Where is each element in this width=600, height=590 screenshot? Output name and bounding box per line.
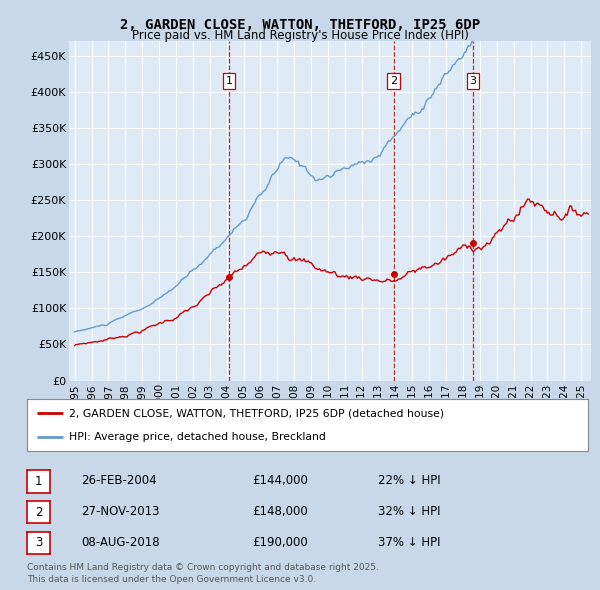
- Text: HPI: Average price, detached house, Breckland: HPI: Average price, detached house, Brec…: [69, 432, 326, 442]
- Text: £144,000: £144,000: [252, 474, 308, 487]
- Text: 2, GARDEN CLOSE, WATTON, THETFORD, IP25 6DP: 2, GARDEN CLOSE, WATTON, THETFORD, IP25 …: [120, 18, 480, 32]
- Text: 26-FEB-2004: 26-FEB-2004: [81, 474, 157, 487]
- Text: 2: 2: [390, 76, 397, 86]
- Text: 1: 1: [226, 76, 233, 86]
- Text: 3: 3: [35, 536, 42, 549]
- Text: 22% ↓ HPI: 22% ↓ HPI: [378, 474, 440, 487]
- Text: Contains HM Land Registry data © Crown copyright and database right 2025.
This d: Contains HM Land Registry data © Crown c…: [27, 563, 379, 584]
- Text: 1: 1: [35, 475, 42, 488]
- Text: Price paid vs. HM Land Registry's House Price Index (HPI): Price paid vs. HM Land Registry's House …: [131, 30, 469, 42]
- Text: 08-AUG-2018: 08-AUG-2018: [81, 536, 160, 549]
- Text: 2: 2: [35, 506, 42, 519]
- Text: 2, GARDEN CLOSE, WATTON, THETFORD, IP25 6DP (detached house): 2, GARDEN CLOSE, WATTON, THETFORD, IP25 …: [69, 408, 444, 418]
- Text: £148,000: £148,000: [252, 505, 308, 518]
- Text: 37% ↓ HPI: 37% ↓ HPI: [378, 536, 440, 549]
- Text: 27-NOV-2013: 27-NOV-2013: [81, 505, 160, 518]
- Text: 32% ↓ HPI: 32% ↓ HPI: [378, 505, 440, 518]
- Text: 3: 3: [470, 76, 476, 86]
- Text: £190,000: £190,000: [252, 536, 308, 549]
